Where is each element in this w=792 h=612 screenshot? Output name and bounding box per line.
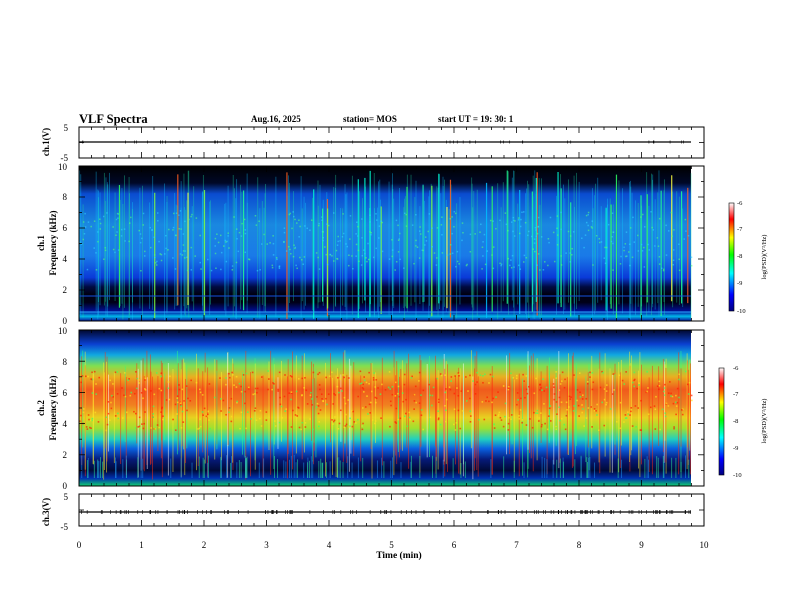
ch1-frequency-label: Frequency (kHz) (48, 210, 58, 275)
ch1-waveform-panel: 5 -5 ch.1(V) (41, 123, 705, 163)
ch2-ftick-10: 10 (58, 326, 68, 336)
time-tick-6: 6 (452, 540, 457, 550)
ch1-cbar-tick-neg10: -10 (737, 308, 746, 315)
ch1-cbar-tick-neg7: -7 (737, 226, 743, 233)
station-label: station= MOS (343, 114, 397, 124)
ch1-colorbar: -6 -7 -8 -9 -10 log(PSD)(V²/Hz) (728, 200, 768, 315)
ch2-channel-label: ch.2 (36, 400, 46, 416)
time-tick-8: 8 (577, 540, 582, 550)
ch2-cbar-tick-neg9: -9 (733, 445, 738, 452)
ch1-cbar-tick-neg8: -8 (737, 253, 742, 260)
ch1-ftick-4: 4 (63, 254, 68, 264)
ch2-colorbar: -6 -7 -8 -9 -10 log(PSD)(V²/Hz) (718, 365, 768, 479)
ch2-frequency-label: Frequency (kHz) (48, 375, 58, 440)
time-axis-tick-labels: 0 1 2 3 4 5 6 7 8 9 10 (77, 540, 709, 550)
ch3-ytick-neg5: -5 (61, 522, 69, 532)
ch1-ftick-2: 2 (63, 285, 68, 295)
time-tick-9: 9 (639, 540, 644, 550)
ch2-ftick-2: 2 (63, 450, 68, 460)
ch1-cbar-tick-neg6: -6 (737, 200, 743, 207)
ch1-ftick-0: 0 (63, 316, 68, 326)
ch3-ytick-5: 5 (64, 492, 69, 502)
ch1-ytick-neg5: -5 (61, 153, 69, 163)
time-tick-2: 2 (202, 540, 207, 550)
ch2-ftick-8: 8 (63, 357, 68, 367)
time-tick-10: 10 (700, 540, 710, 550)
time-tick-3: 3 (264, 540, 269, 550)
ch1-ytick-5: 5 (64, 123, 69, 133)
start-ut-label: start UT = 19: 30: 1 (438, 114, 514, 124)
chart-title: VLF Spectra (79, 112, 148, 126)
ch1-cbar-tick-neg9: -9 (737, 280, 742, 287)
time-tick-0: 0 (77, 540, 82, 550)
ch1-channel-label: ch.1 (36, 235, 46, 251)
ch2-ftick-6: 6 (63, 388, 68, 398)
time-tick-7: 7 (514, 540, 519, 550)
ch2-cbar-tick-neg6: -6 (733, 365, 739, 372)
ch1-ftick-6: 6 (63, 223, 68, 233)
ch2-ftick-0: 0 (63, 481, 68, 491)
ch1-colorbar-label: log(PSD)(V²/Hz) (761, 235, 768, 280)
ch1-ftick-10: 10 (58, 162, 68, 172)
ch1-ftick-8: 8 (63, 192, 68, 202)
date-label: Aug.16, 2025 (251, 114, 301, 124)
time-axis-label: Time (min) (376, 550, 421, 561)
time-tick-1: 1 (139, 540, 144, 550)
ch1-spectrogram-panel: 0 2 4 6 8 10 ch.1 Frequency (kHz) (36, 162, 705, 326)
ch1-waveform-ylabel: ch.1(V) (41, 128, 51, 156)
ch3-waveform-panel: 5 -5 ch.3(V) (41, 492, 705, 532)
ch2-cbar-tick-neg10: -10 (733, 472, 742, 479)
ch1-spectrogram-background (79, 166, 691, 321)
ch2-cbar-tick-neg7: -7 (733, 391, 739, 398)
ch3-waveform-ylabel: ch.3(V) (41, 498, 51, 526)
ch2-cbar-tick-neg8: -8 (733, 418, 738, 425)
ch2-spectrogram-panel: 0 2 4 6 8 10 ch.2 Frequency (kHz) (36, 326, 705, 491)
ch2-ftick-4: 4 (63, 419, 68, 429)
ch2-colorbar-label: log(PSD)(V²/Hz) (761, 399, 768, 444)
time-tick-5: 5 (389, 540, 394, 550)
time-tick-4: 4 (327, 540, 332, 550)
